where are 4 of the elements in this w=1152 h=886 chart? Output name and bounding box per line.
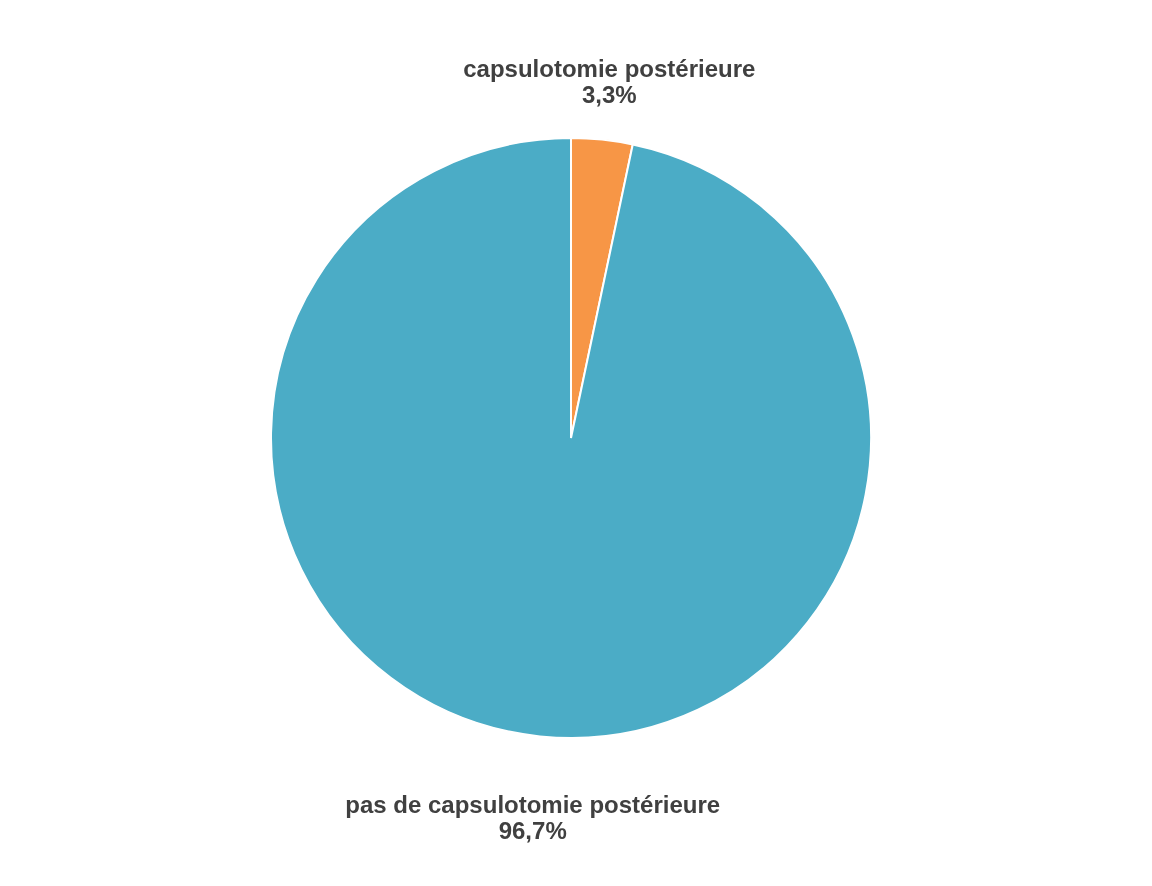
slice-label: capsulotomie postérieure <box>463 54 756 82</box>
pie-slice <box>270 137 872 739</box>
data-label: 96,7% <box>498 817 567 845</box>
slice-label: pas de capsulotomie postérieure <box>345 791 721 819</box>
